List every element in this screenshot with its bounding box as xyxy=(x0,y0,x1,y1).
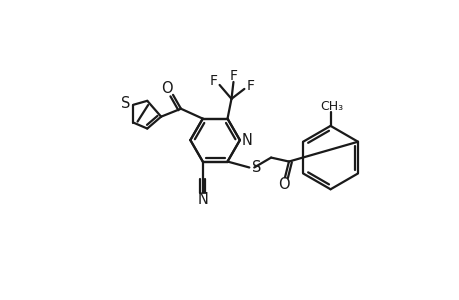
Text: O: O xyxy=(161,81,173,96)
Text: O: O xyxy=(278,177,289,192)
Text: N: N xyxy=(241,133,252,148)
Text: CH₃: CH₃ xyxy=(319,100,342,112)
Text: N: N xyxy=(197,192,208,207)
Text: S: S xyxy=(251,160,260,175)
Text: F: F xyxy=(229,69,237,83)
Text: S: S xyxy=(121,96,130,111)
Text: F: F xyxy=(209,74,217,88)
Text: F: F xyxy=(246,79,254,93)
